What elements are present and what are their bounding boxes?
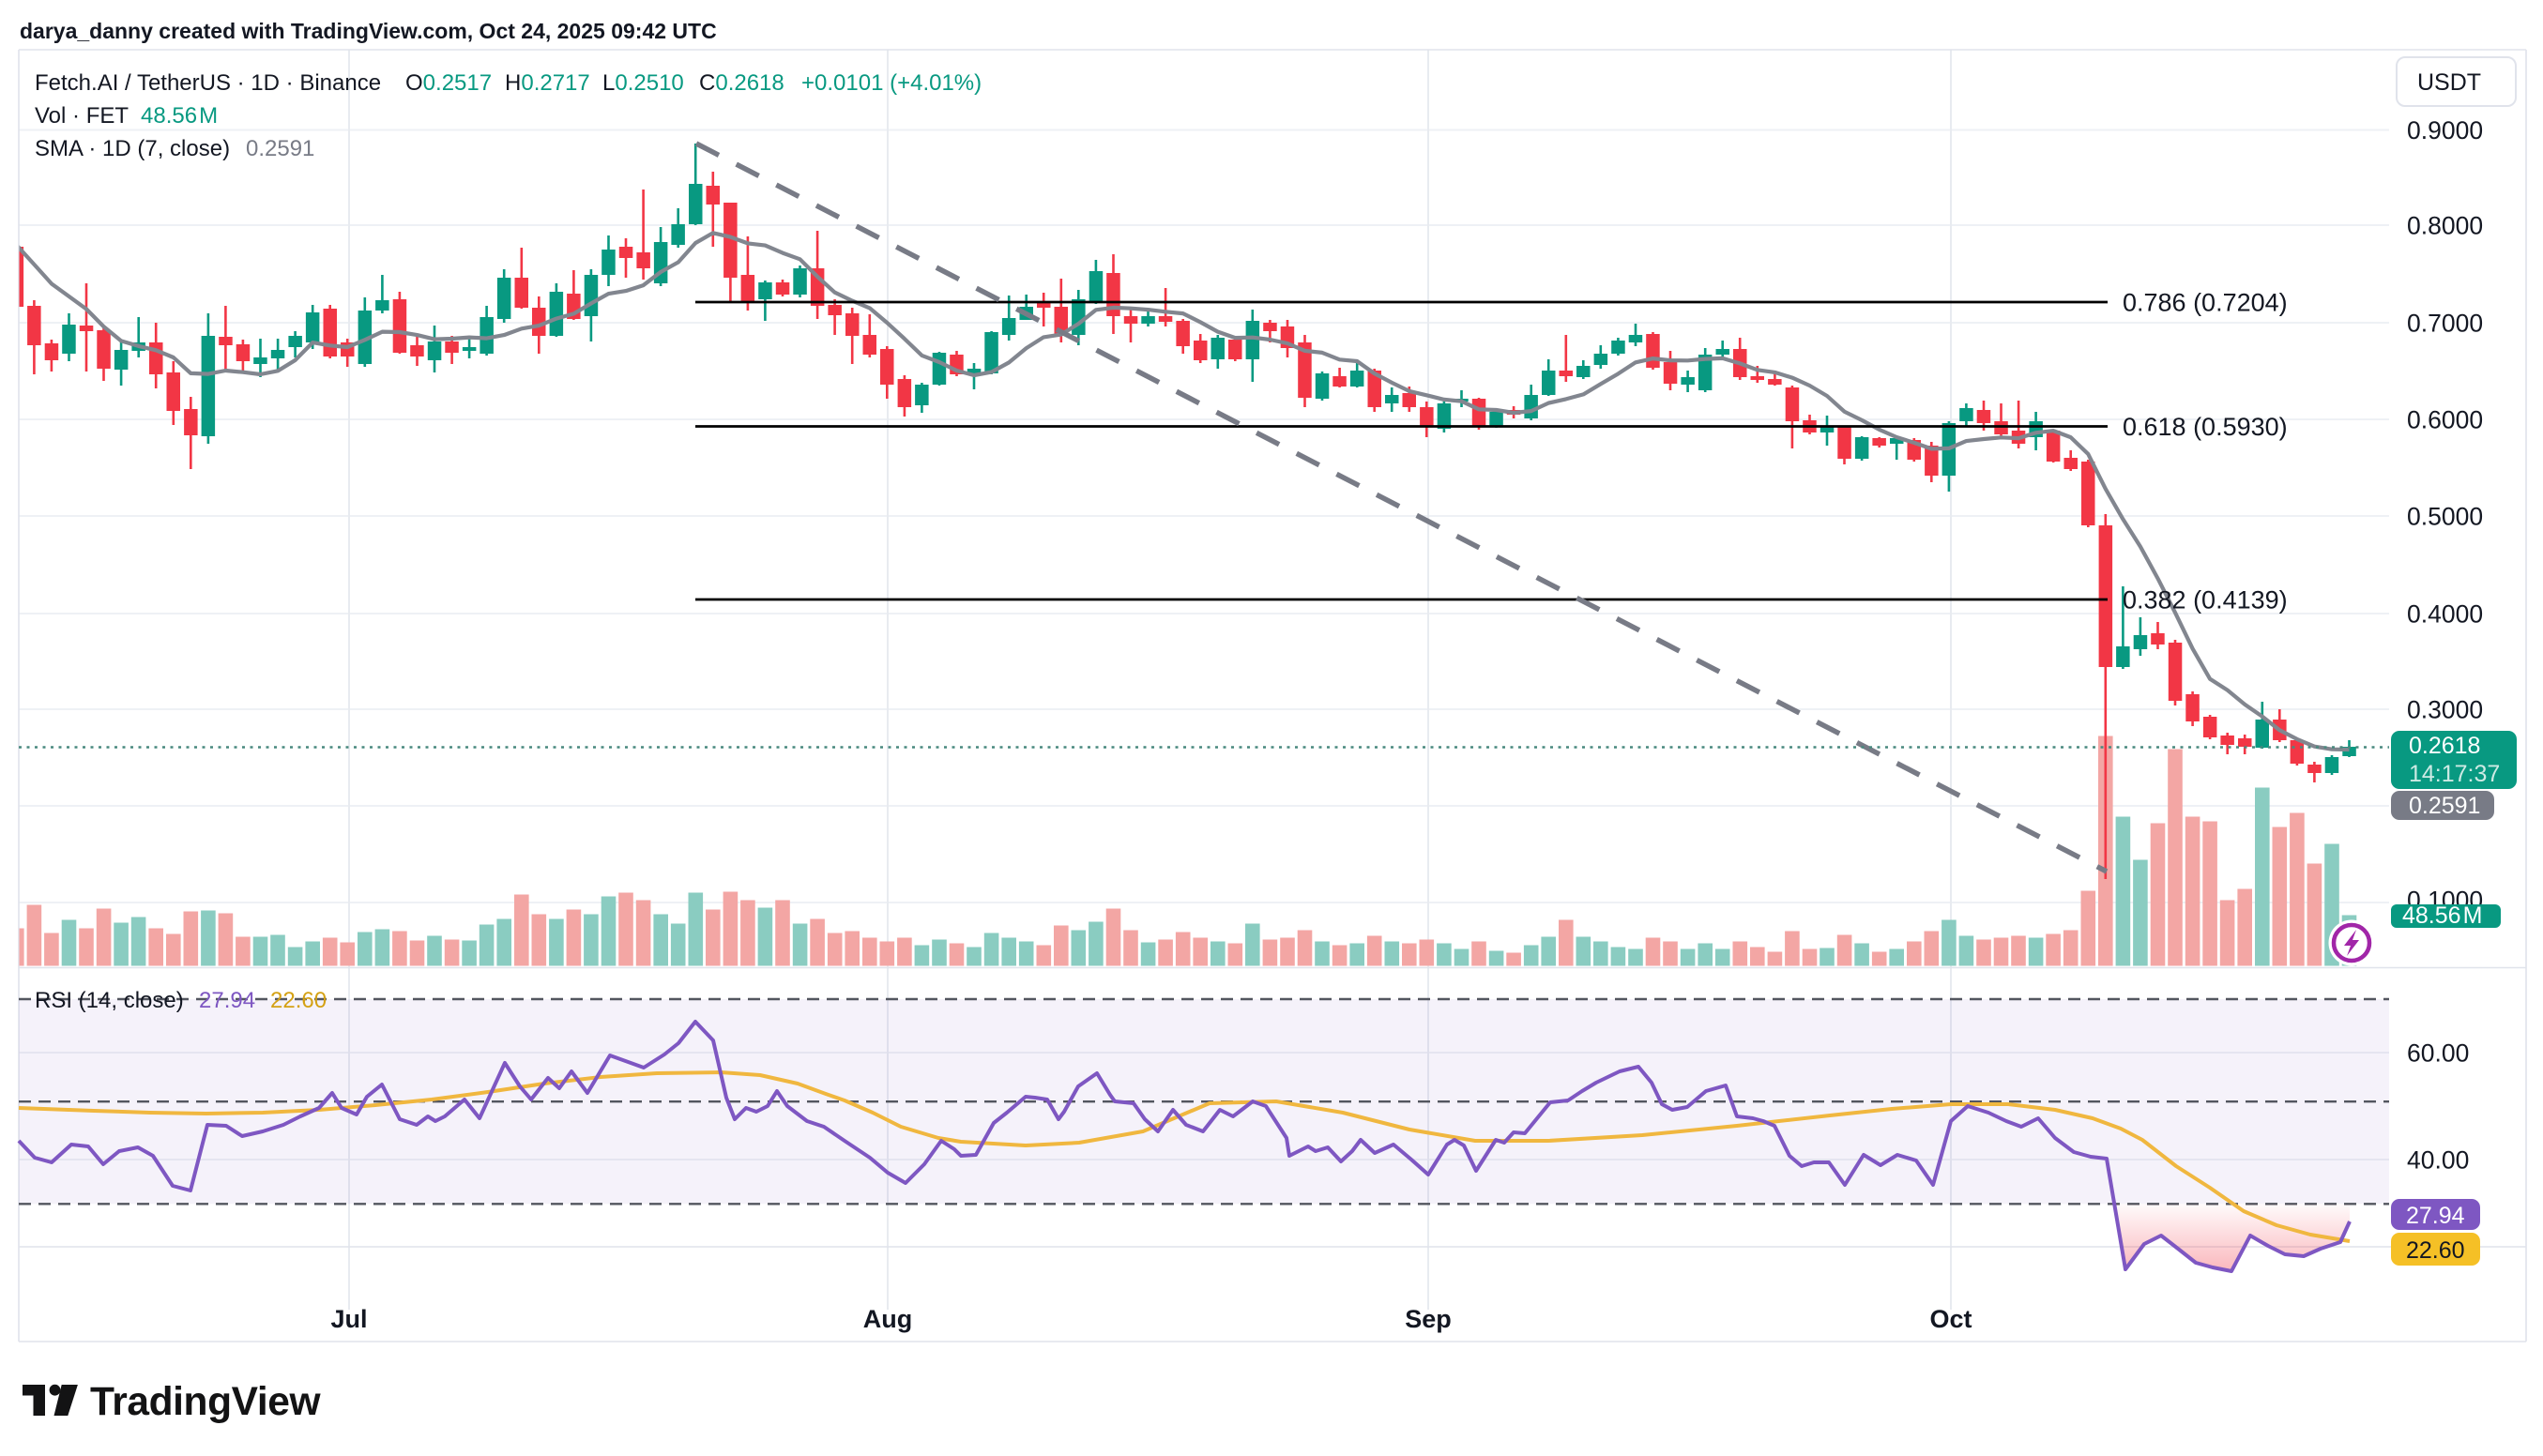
svg-text:RSI (14, close): RSI (14, close) bbox=[35, 988, 184, 1013]
svg-text:TradingView: TradingView bbox=[90, 1380, 322, 1424]
svg-text:0.618 (0.5930): 0.618 (0.5930) bbox=[2123, 413, 2288, 441]
svg-text:0.9000: 0.9000 bbox=[2407, 116, 2483, 144]
svg-text:Vol · FET: Vol · FET bbox=[35, 103, 129, 129]
svg-text:0.4000: 0.4000 bbox=[2407, 600, 2483, 629]
svg-text:Sep: Sep bbox=[1405, 1305, 1452, 1333]
svg-text:0.5000: 0.5000 bbox=[2407, 503, 2483, 531]
svg-text:48.56 M: 48.56 M bbox=[141, 103, 218, 129]
svg-text:0.2591: 0.2591 bbox=[2409, 793, 2480, 819]
svg-text:22.60: 22.60 bbox=[2406, 1237, 2465, 1264]
svg-text:27.94: 27.94 bbox=[199, 988, 255, 1013]
svg-text:darya_danny created with Tradi: darya_danny created with TradingView.com… bbox=[20, 19, 717, 43]
svg-text:SMA · 1D (7, close): SMA · 1D (7, close) bbox=[35, 136, 230, 161]
svg-text:Oct: Oct bbox=[1929, 1305, 1972, 1333]
svg-text:O0.2517: O0.2517 bbox=[405, 70, 492, 96]
svg-text:0.382 (0.4139): 0.382 (0.4139) bbox=[2123, 586, 2288, 614]
svg-text:Jul: Jul bbox=[330, 1305, 367, 1333]
svg-text:0.786 (0.7204): 0.786 (0.7204) bbox=[2123, 289, 2288, 317]
svg-text:H0.2717: H0.2717 bbox=[505, 70, 590, 96]
svg-text:22.60: 22.60 bbox=[270, 988, 327, 1013]
svg-text:USDT: USDT bbox=[2417, 69, 2481, 96]
svg-text:0.6000: 0.6000 bbox=[2407, 406, 2483, 434]
svg-text:14:17:37: 14:17:37 bbox=[2409, 761, 2500, 787]
svg-text:+0.0101 (+4.01%): +0.0101 (+4.01%) bbox=[801, 70, 982, 96]
svg-text:Fetch.AI / TetherUS · 1D · Bin: Fetch.AI / TetherUS · 1D · Binance bbox=[35, 70, 381, 96]
svg-text:C0.2618: C0.2618 bbox=[699, 70, 784, 96]
svg-text:0.2618: 0.2618 bbox=[2409, 733, 2480, 759]
svg-text:Aug: Aug bbox=[863, 1305, 912, 1333]
svg-text:40.00: 40.00 bbox=[2407, 1146, 2469, 1175]
svg-text:27.94: 27.94 bbox=[2406, 1203, 2465, 1229]
svg-text:L0.2510: L0.2510 bbox=[602, 70, 684, 96]
svg-text:0.8000: 0.8000 bbox=[2407, 212, 2483, 240]
svg-text:0.2591: 0.2591 bbox=[246, 136, 314, 161]
svg-text:0.7000: 0.7000 bbox=[2407, 310, 2483, 338]
svg-text:60.00: 60.00 bbox=[2407, 1039, 2469, 1068]
svg-text:0.3000: 0.3000 bbox=[2407, 696, 2483, 724]
svg-text:48.56 M: 48.56 M bbox=[2402, 902, 2482, 929]
